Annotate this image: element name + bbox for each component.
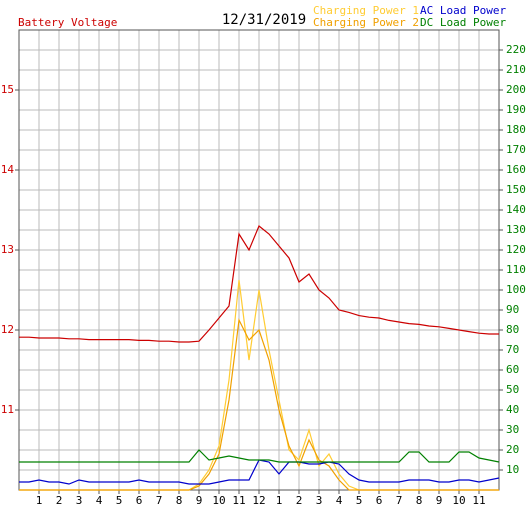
x-tick-label: 12 <box>252 494 265 507</box>
y2-tick-label: 120 <box>506 243 526 256</box>
y2-tick-label: 50 <box>506 383 519 396</box>
y2-tick-label: 80 <box>506 323 519 336</box>
x-tick-label: 5 <box>356 494 363 507</box>
x-tick-label: 5 <box>116 494 123 507</box>
x-tick-label: 8 <box>176 494 183 507</box>
y2-tick-label: 180 <box>506 123 526 136</box>
x-tick-label: 3 <box>316 494 323 507</box>
x-tick-label: 6 <box>136 494 143 507</box>
x-tick-label: 10 <box>452 494 465 507</box>
chart-title: 12/31/2019 <box>222 12 306 28</box>
y2-tick-label: 200 <box>506 83 526 96</box>
x-tick-label: 1 <box>36 494 43 507</box>
legend-label: Charging Power 1 <box>313 4 419 17</box>
y-tick-label: 15 <box>1 83 14 96</box>
y2-tick-label: 170 <box>506 143 526 156</box>
x-tick-label: 11 <box>232 494 245 507</box>
x-tick-label: 3 <box>76 494 83 507</box>
x-tick-label: 2 <box>56 494 63 507</box>
x-tick-label: 6 <box>376 494 383 507</box>
x-tick-label: 4 <box>96 494 103 507</box>
y2-tick-label: 100 <box>506 283 526 296</box>
x-tick-label: 8 <box>416 494 423 507</box>
legend-label: AC Load Power <box>420 4 506 17</box>
legend-label: Charging Power 2 <box>313 16 419 29</box>
series-line <box>19 225 499 343</box>
x-tick-label: 9 <box>196 494 203 507</box>
y-tick-label: 11 <box>1 403 14 416</box>
y2-tick-label: 210 <box>506 63 526 76</box>
y2-tick-label: 160 <box>506 163 526 176</box>
y2-tick-label: 110 <box>506 263 526 276</box>
x-tick-label: 7 <box>396 494 403 507</box>
y2-tick-label: 130 <box>506 223 526 236</box>
y2-tick-label: 190 <box>506 103 526 116</box>
y2-tick-label: 150 <box>506 183 526 196</box>
y-tick-label: 14 <box>1 163 15 176</box>
x-tick-label: 9 <box>436 494 443 507</box>
x-tick-label: 10 <box>212 494 225 507</box>
y2-tick-label: 60 <box>506 363 519 376</box>
series-line <box>19 317 499 491</box>
y2-tick-label: 140 <box>506 203 526 216</box>
legend-label: DC Load Power <box>420 16 506 29</box>
y-tick-label: 12 <box>1 323 14 336</box>
y2-tick-label: 10 <box>506 463 519 476</box>
x-tick-label: 7 <box>156 494 163 507</box>
y2-tick-label: 70 <box>506 343 519 356</box>
series-line <box>19 449 500 463</box>
y2-tick-label: 220 <box>506 43 526 56</box>
y2-tick-label: 40 <box>506 403 519 416</box>
x-tick-label: 1 <box>276 494 283 507</box>
x-tick-label: 11 <box>472 494 485 507</box>
y2-tick-label: 90 <box>506 303 519 316</box>
plot-frame <box>18 29 500 491</box>
x-tick-label: 4 <box>336 494 343 507</box>
x-tick-label: 2 <box>296 494 303 507</box>
y2-tick-label: 20 <box>506 443 519 456</box>
legend-label: Battery Voltage <box>18 16 117 29</box>
y2-tick-label: 30 <box>506 423 519 436</box>
y-tick-label: 13 <box>1 243 14 256</box>
